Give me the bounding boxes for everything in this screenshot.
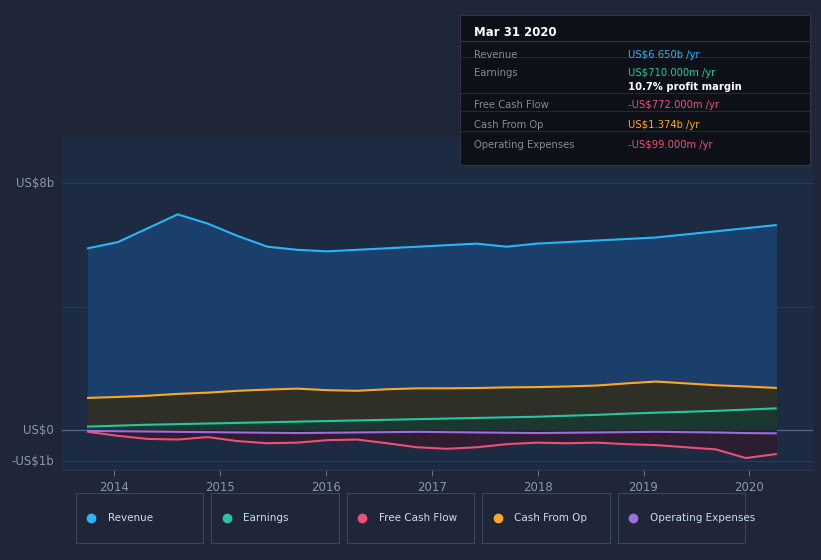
Text: Cash From Op: Cash From Op [514, 513, 587, 523]
Text: Earnings: Earnings [474, 68, 517, 77]
Text: Operating Expenses: Operating Expenses [649, 513, 754, 523]
Text: Earnings: Earnings [243, 513, 289, 523]
Text: US$710.000m /yr: US$710.000m /yr [628, 68, 715, 77]
Text: Operating Expenses: Operating Expenses [474, 139, 575, 150]
Text: -US$1b: -US$1b [11, 455, 54, 468]
Text: -US$99.000m /yr: -US$99.000m /yr [628, 139, 713, 150]
Text: US$0: US$0 [23, 424, 54, 437]
Text: Revenue: Revenue [474, 49, 517, 59]
Text: Revenue: Revenue [108, 513, 153, 523]
Text: Free Cash Flow: Free Cash Flow [474, 100, 548, 110]
Text: 10.7% profit margin: 10.7% profit margin [628, 82, 741, 92]
Text: US$6.650b /yr: US$6.650b /yr [628, 49, 699, 59]
Text: -US$772.000m /yr: -US$772.000m /yr [628, 100, 719, 110]
Text: US$8b: US$8b [16, 177, 54, 190]
Text: US$1.374b /yr: US$1.374b /yr [628, 120, 699, 130]
Text: Cash From Op: Cash From Op [474, 120, 544, 130]
Text: Mar 31 2020: Mar 31 2020 [474, 26, 557, 39]
Text: Free Cash Flow: Free Cash Flow [378, 513, 456, 523]
